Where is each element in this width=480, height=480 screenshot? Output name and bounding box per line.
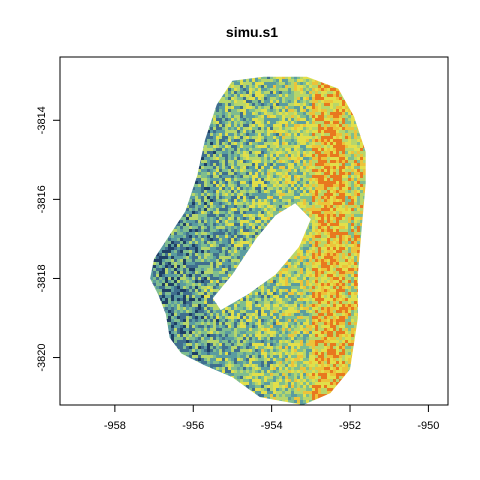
x-tick-label: -958	[104, 420, 126, 432]
y-tick-label: -3818	[36, 264, 48, 292]
y-axis: -3814 -3816 -3818 -3820	[36, 106, 61, 372]
chart-title: simu.s1	[226, 24, 278, 40]
x-tick-label: -950	[417, 420, 439, 432]
x-tick-label: -954	[261, 420, 283, 432]
y-tick-label: -3820	[36, 343, 48, 371]
heatmap-cells	[150, 76, 366, 405]
x-axis: -958 -956 -954 -952 -950	[104, 404, 439, 432]
heatmap-raster	[150, 76, 366, 405]
y-tick-label: -3814	[36, 106, 48, 134]
x-tick-label: -952	[339, 420, 361, 432]
x-tick-label: -956	[182, 420, 204, 432]
y-tick-label: -3816	[36, 185, 48, 213]
